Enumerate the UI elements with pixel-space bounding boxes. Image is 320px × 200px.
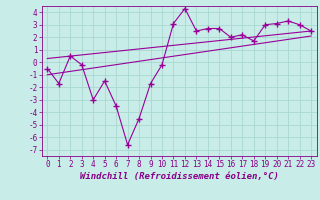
X-axis label: Windchill (Refroidissement éolien,°C): Windchill (Refroidissement éolien,°C) [80, 172, 279, 181]
